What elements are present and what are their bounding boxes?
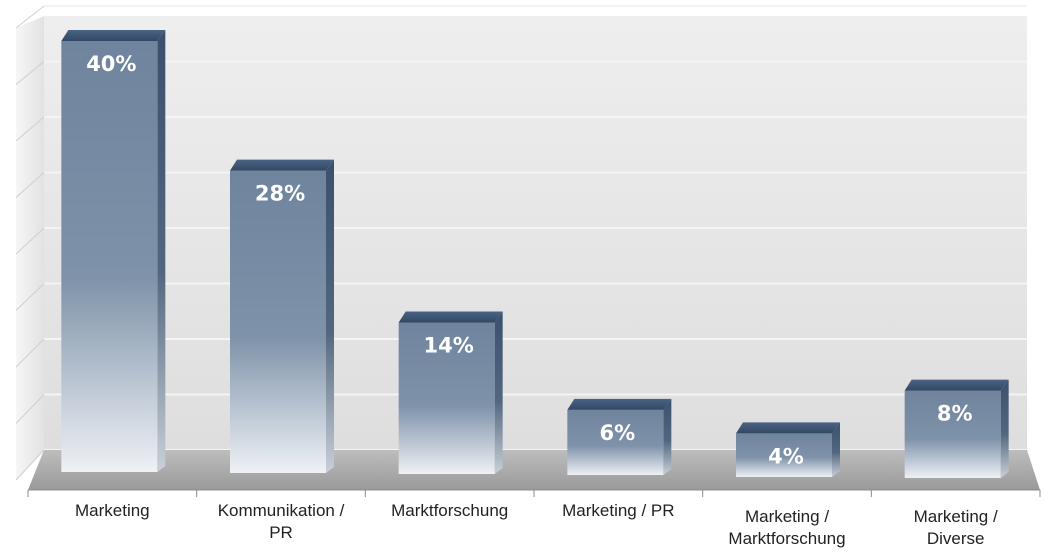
bar: 28% [230, 159, 334, 473]
side-gridline [15, 394, 45, 424]
bar: 8% [904, 379, 1009, 478]
side-gridline [15, 227, 45, 255]
category-labels: Marketing Kommunikation / PR Marktforschung… [75, 501, 998, 548]
bar: 14% [398, 311, 503, 474]
side-gridline [15, 338, 45, 368]
category-label-line: Kommunikation / [218, 501, 345, 520]
side-gridline [15, 283, 45, 311]
category-label-line: Marketing [75, 501, 150, 520]
bar-top-face [567, 398, 672, 410]
bar-front-face [736, 433, 832, 477]
bar-side-face [832, 422, 840, 477]
x-axis-ticks [27, 490, 1041, 497]
category-label: Marktforschung [391, 501, 508, 520]
side-gridline [15, 61, 45, 85]
category-label: Marketing / Diverse [914, 507, 998, 548]
bar-data-label: 28% [255, 182, 305, 206]
bar-front-face [398, 322, 495, 474]
category-label-line: Marketing / [914, 507, 998, 526]
bar-front-face [904, 390, 1001, 478]
bar-front-face [61, 41, 158, 472]
side-gridline [15, 5, 45, 29]
bars: 40% 28% 14% 6% 4% 8% [61, 30, 1009, 478]
category-label-line: Marktforschung [728, 529, 845, 548]
bar-data-label: 40% [86, 52, 136, 76]
bar-side-face [494, 311, 503, 474]
chart-side-wall [16, 16, 44, 480]
side-gridline [15, 172, 45, 198]
category-label: Marketing / PR [562, 501, 674, 520]
bar-side-face [157, 30, 166, 472]
bar-front-face [567, 409, 664, 475]
bar: 40% [61, 30, 166, 472]
bar: 4% [736, 422, 840, 477]
chart-back-wall [44, 16, 1027, 450]
bar-data-label: 4% [768, 444, 804, 468]
bar-data-label: 8% [937, 402, 973, 426]
bar-top-face [904, 379, 1009, 391]
category-label: Marketing [75, 501, 150, 520]
chart-floor [28, 450, 1040, 490]
bar-top-face [398, 311, 503, 323]
bar: 6% [567, 398, 672, 475]
bar-front-face [230, 170, 326, 473]
bar-data-label: 6% [600, 421, 636, 445]
category-label: Marketing / Marktforschung [728, 507, 845, 548]
bar-top-face [230, 159, 334, 171]
category-label-line: Marktforschung [391, 501, 508, 520]
bar-top-face [736, 422, 840, 434]
bar-side-face [663, 398, 672, 475]
bar-top-face [61, 30, 166, 41]
bar-side-face [326, 159, 334, 473]
category-label-line: Marketing / PR [562, 501, 674, 520]
category-label-line: Marketing / [745, 507, 829, 526]
side-gridline [15, 449, 45, 481]
category-label-line: PR [269, 523, 293, 542]
bar-side-face [1000, 379, 1009, 478]
gridlines [15, 5, 1027, 481]
category-label: Kommunikation / PR [218, 501, 345, 542]
bar-data-label: 14% [424, 333, 474, 357]
side-gridline [15, 116, 45, 142]
category-label-line: Diverse [927, 529, 985, 548]
